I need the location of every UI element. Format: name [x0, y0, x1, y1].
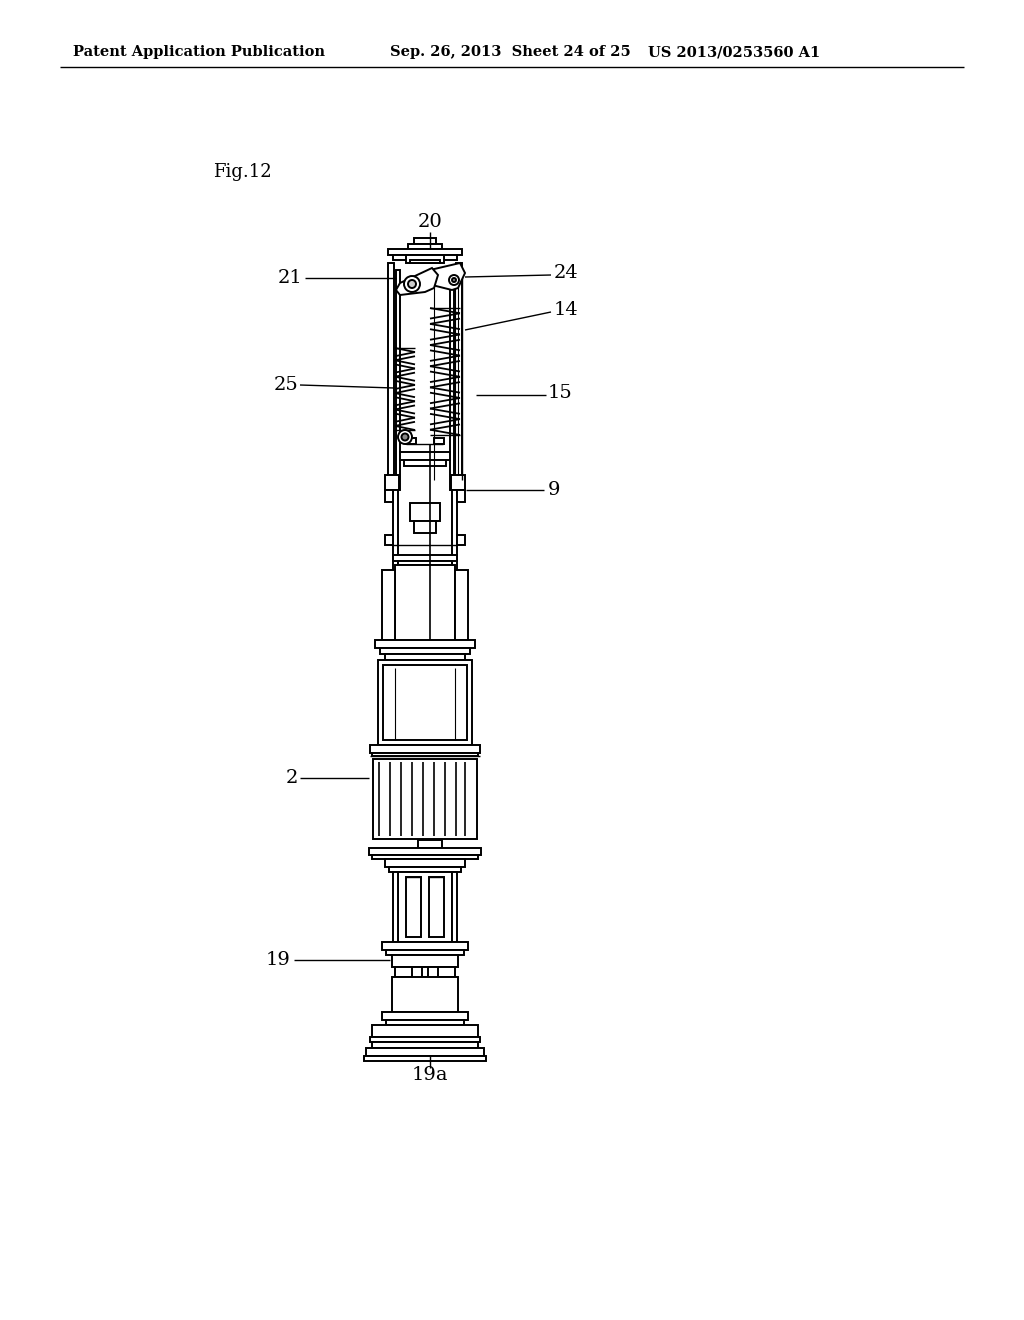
Bar: [382, 1012, 468, 1020]
Bar: [385, 475, 399, 490]
Bar: [380, 648, 470, 653]
Bar: [396, 271, 400, 490]
Bar: [456, 263, 462, 492]
Bar: [386, 1020, 464, 1026]
Bar: [382, 570, 395, 640]
Bar: [418, 840, 442, 847]
Bar: [428, 968, 438, 1002]
Bar: [364, 1056, 486, 1061]
Bar: [455, 263, 458, 492]
Bar: [450, 271, 454, 490]
Text: 2: 2: [286, 770, 298, 787]
Text: 15: 15: [548, 384, 572, 403]
Bar: [369, 847, 481, 855]
Bar: [372, 752, 478, 756]
Bar: [393, 255, 457, 260]
Bar: [378, 660, 472, 744]
Bar: [385, 490, 393, 502]
Bar: [414, 238, 436, 244]
Bar: [455, 570, 468, 640]
Text: Fig.12: Fig.12: [213, 162, 271, 181]
Bar: [372, 1026, 478, 1038]
Text: 21: 21: [278, 269, 302, 286]
Text: Sep. 26, 2013  Sheet 24 of 25: Sep. 26, 2013 Sheet 24 of 25: [390, 45, 631, 59]
Text: Patent Application Publication: Patent Application Publication: [73, 45, 325, 59]
Polygon shape: [396, 268, 438, 294]
Text: 24: 24: [554, 264, 579, 282]
Bar: [388, 249, 462, 255]
Bar: [404, 459, 446, 466]
Bar: [406, 438, 416, 444]
Bar: [373, 759, 477, 840]
Bar: [392, 954, 458, 968]
Text: 19a: 19a: [412, 1067, 449, 1084]
Text: 14: 14: [554, 301, 579, 319]
Text: 19: 19: [265, 950, 290, 969]
Bar: [410, 503, 440, 521]
Bar: [370, 1038, 480, 1041]
Circle shape: [452, 279, 456, 282]
Bar: [429, 876, 444, 937]
Bar: [385, 535, 393, 545]
Bar: [393, 873, 398, 942]
Circle shape: [408, 280, 416, 288]
Bar: [370, 744, 480, 752]
Bar: [388, 263, 394, 492]
Bar: [372, 855, 478, 859]
Bar: [386, 950, 464, 954]
Bar: [395, 565, 455, 645]
Bar: [452, 490, 457, 649]
Bar: [457, 490, 465, 502]
Bar: [406, 876, 421, 937]
Bar: [414, 521, 436, 533]
Bar: [382, 942, 468, 950]
Bar: [408, 244, 442, 249]
Bar: [375, 640, 475, 648]
Bar: [406, 255, 444, 263]
Bar: [434, 438, 444, 444]
Circle shape: [449, 275, 459, 285]
Bar: [389, 867, 461, 873]
Bar: [392, 977, 458, 1012]
Bar: [366, 1048, 484, 1056]
Bar: [451, 475, 465, 490]
Bar: [452, 873, 457, 942]
Text: 20: 20: [418, 213, 442, 231]
Bar: [410, 260, 440, 263]
Bar: [412, 968, 422, 1002]
Circle shape: [398, 430, 412, 444]
Text: 9: 9: [548, 480, 560, 499]
Bar: [385, 653, 465, 660]
Bar: [400, 451, 450, 459]
Bar: [393, 554, 457, 561]
Circle shape: [401, 433, 409, 441]
Bar: [385, 859, 465, 867]
Bar: [383, 665, 467, 741]
Bar: [395, 968, 455, 977]
Bar: [372, 1041, 478, 1048]
Bar: [398, 873, 452, 942]
Bar: [398, 561, 452, 565]
Text: 25: 25: [273, 376, 298, 393]
Bar: [457, 535, 465, 545]
Polygon shape: [428, 263, 465, 290]
Circle shape: [404, 276, 420, 292]
Bar: [393, 490, 398, 649]
Text: US 2013/0253560 A1: US 2013/0253560 A1: [648, 45, 820, 59]
